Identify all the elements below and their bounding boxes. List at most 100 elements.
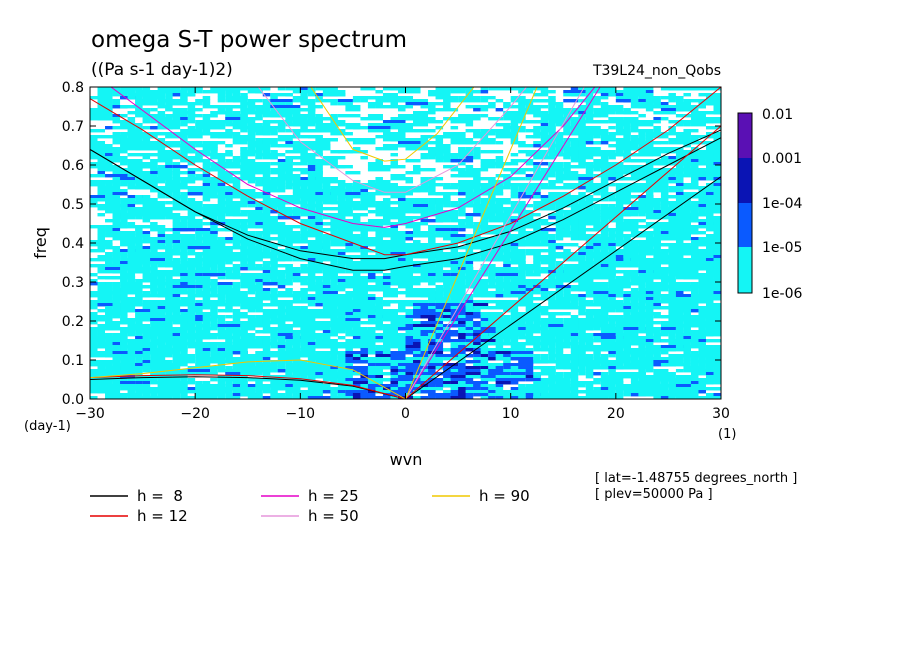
heatmap-cell [225,198,233,202]
heatmap-cell [435,327,444,331]
heatmap-cell [120,183,128,187]
heatmap-cell [285,273,301,277]
heatmap-cell [262,270,271,274]
heatmap-cell [225,348,248,352]
heatmap-cell [585,168,594,172]
heatmap-cell [217,210,241,214]
heatmap-cell [262,210,271,214]
heatmap-cell [210,279,218,283]
heatmap-cell [225,267,241,271]
heatmap-cell [277,366,286,370]
heatmap-cell [97,282,106,286]
heatmap-cell [172,180,181,184]
heatmap-cell [337,99,353,103]
heatmap-cell [465,258,481,262]
heatmap-cell [225,195,241,199]
heatmap-cell [262,348,271,352]
heatmap-cell [615,315,624,319]
heatmap-cell [510,276,519,280]
heatmap-cell [615,96,639,100]
heatmap-cell [428,357,436,361]
heatmap-cell [555,351,564,355]
heatmap-cell [217,342,233,346]
heatmap-cell [210,240,218,244]
heatmap-cell [90,258,113,262]
heatmap-cell [428,354,436,358]
heatmap-cell [555,105,564,109]
heatmap-cell [322,306,338,310]
heatmap-cell [360,345,376,349]
heatmap-cell [533,318,541,322]
heatmap-cell [322,123,346,127]
heatmap-cell [375,213,383,217]
heatmap-cell [292,156,301,160]
heatmap-cell [262,234,271,238]
heatmap-cell [653,297,661,301]
heatmap-cell [232,186,241,190]
heatmap-cell [443,285,451,289]
heatmap-cell [488,189,504,193]
heatmap-cell [480,105,496,109]
heatmap-cell [165,243,173,247]
heatmap-cell [638,315,646,319]
heatmap-cell [315,231,323,235]
heatmap-cell [97,333,106,337]
heatmap-cell [630,258,654,262]
heatmap-cell [262,207,271,211]
heatmap-cell [390,189,414,193]
heatmap-cell [247,177,256,181]
heatmap-cell [292,309,301,313]
heatmap-cell [518,144,534,148]
heatmap-cell [382,330,398,334]
heatmap-cell [90,201,98,205]
heatmap-cell [450,357,466,361]
heatmap-cell [600,363,624,367]
heatmap-cell [548,312,571,316]
heatmap-cell [638,207,654,211]
heatmap-cell [202,363,211,367]
heatmap-cell [593,354,601,358]
heatmap-cell [307,327,331,331]
heatmap-cell [638,255,646,259]
heatmap-cell [443,348,451,352]
heatmap-cell [540,282,564,286]
heatmap-cell [217,357,226,361]
heatmap-cell [225,90,241,94]
heatmap-cell [90,273,98,277]
heatmap-cell [105,300,113,304]
heatmap-cell [210,345,218,349]
heatmap-cell [593,294,601,298]
heatmap-cell [458,366,466,370]
heatmap-cell [488,282,496,286]
heatmap-cell [97,324,113,328]
heatmap-cell [382,123,406,127]
heatmap-cell [330,315,338,319]
heatmap-cell [247,264,256,268]
heatmap-cell [330,90,338,94]
heatmap-cell [262,240,271,244]
heatmap-cell [307,207,316,211]
heatmap-cell [255,207,263,211]
heatmap-cell [518,90,534,94]
heatmap-cell [608,342,616,346]
heatmap-cell [473,135,489,139]
heatmap-cell [240,246,248,250]
heatmap-cell [210,294,218,298]
heatmap-cell [465,249,474,253]
heatmap-cell [630,252,639,256]
heatmap-cell [120,342,128,346]
heatmap-cell [277,285,286,289]
heatmap-cell [292,354,316,358]
heatmap-cell [247,303,271,307]
heatmap-cell [600,315,609,319]
heatmap-cell [653,273,661,277]
heatmap-cell [578,105,594,109]
heatmap-cell [645,318,654,322]
heatmap-cell [337,114,361,118]
heatmap-cell [428,363,444,367]
heatmap-cell [210,231,218,235]
heatmap-cell [705,309,721,313]
heatmap-cell [292,144,301,148]
heatmap-cell [488,225,496,229]
heatmap-cell [645,345,669,349]
